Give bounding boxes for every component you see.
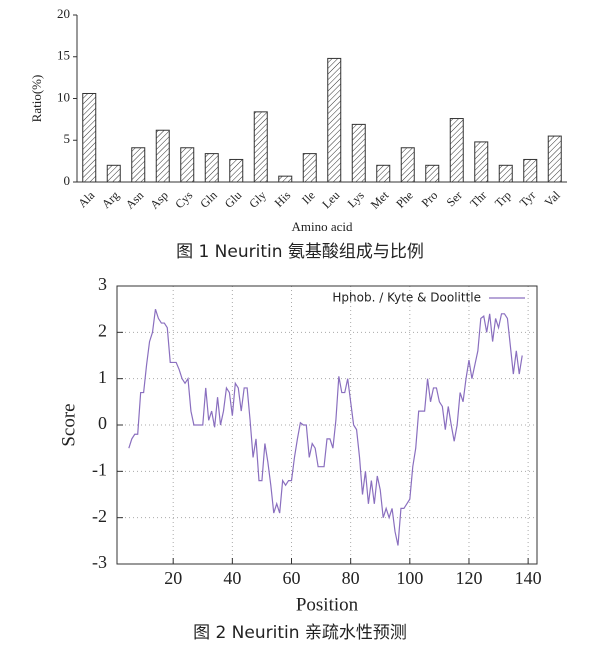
bar xyxy=(547,135,562,183)
bar xyxy=(474,141,489,183)
x-tick-label: Glu xyxy=(222,188,245,211)
bar xyxy=(425,164,440,183)
y-axis-label: Ratio(%) xyxy=(29,75,44,123)
bar xyxy=(327,57,342,183)
x-tick-label: Arg xyxy=(99,188,122,211)
y-tick-label: 0 xyxy=(64,173,71,188)
bar xyxy=(229,158,244,183)
x-tick-label: Cys xyxy=(172,188,195,211)
bar xyxy=(106,164,121,183)
bar xyxy=(131,147,146,183)
y-tick-label: 5 xyxy=(64,131,71,146)
y-tick-label: 20 xyxy=(57,6,70,21)
x-tick-label: 60 xyxy=(283,568,301,588)
x-tick-label: 40 xyxy=(223,568,241,588)
plot-frame xyxy=(116,285,538,565)
x-tick-label: 140 xyxy=(515,568,542,588)
x-tick-label: Pro xyxy=(419,188,441,210)
y-tick-label: 15 xyxy=(57,48,70,63)
y-tick-label: 2 xyxy=(98,320,107,340)
y-tick-label: -2 xyxy=(92,506,107,526)
y-tick-label: 3 xyxy=(98,274,107,294)
bar xyxy=(351,123,366,183)
x-tick-label: Asn xyxy=(123,188,147,212)
x-tick-label: Thr xyxy=(467,188,489,210)
legend-label: Hphob. / Kyte & Doolittle xyxy=(332,291,481,305)
bar xyxy=(204,153,219,183)
x-tick-label: Val xyxy=(542,188,564,210)
bar xyxy=(82,92,97,183)
x-tick-label: Gln xyxy=(197,188,220,211)
x-tick-label: Gly xyxy=(246,188,269,211)
x-tick-label: Trp xyxy=(492,188,514,210)
bar xyxy=(498,164,513,183)
x-tick-label: Ile xyxy=(299,188,318,207)
x-axis-label: Position xyxy=(296,594,359,615)
bar xyxy=(523,158,538,183)
bar xyxy=(155,129,170,183)
bar xyxy=(278,175,293,183)
y-tick-label: 10 xyxy=(57,89,70,104)
x-tick-label: Phe xyxy=(393,188,416,211)
x-tick-label: Asp xyxy=(147,188,171,212)
x-tick-label: 80 xyxy=(342,568,360,588)
y-tick-label: 0 xyxy=(98,413,107,433)
x-tick-label: His xyxy=(272,188,294,210)
bar xyxy=(376,164,391,183)
y-tick-label: -1 xyxy=(92,459,107,479)
x-tick-label: 100 xyxy=(396,568,423,588)
bar xyxy=(253,111,268,183)
y-tick-label: -3 xyxy=(92,552,107,572)
x-tick-label: Lys xyxy=(345,188,367,210)
x-tick-label: 120 xyxy=(455,568,482,588)
bar xyxy=(302,153,317,183)
x-tick-label: Ser xyxy=(444,188,465,209)
bar xyxy=(400,147,415,183)
x-axis-label: Amino acid xyxy=(291,219,353,234)
bar xyxy=(449,118,464,183)
x-tick-label: Met xyxy=(368,188,392,212)
y-tick-label: 1 xyxy=(98,367,107,387)
x-tick-label: Tyr xyxy=(517,188,539,210)
x-tick-label: 20 xyxy=(164,568,182,588)
caption: 图 2 Neuritin 亲疏水性预测 xyxy=(193,623,407,643)
x-tick-label: Leu xyxy=(319,188,342,211)
caption: 图 1 Neuritin 氨基酸组成与比例 xyxy=(176,242,424,262)
series-line xyxy=(128,308,523,546)
x-tick-label: Ala xyxy=(75,188,98,211)
y-axis-label: Score xyxy=(58,403,79,446)
bar xyxy=(180,147,195,183)
